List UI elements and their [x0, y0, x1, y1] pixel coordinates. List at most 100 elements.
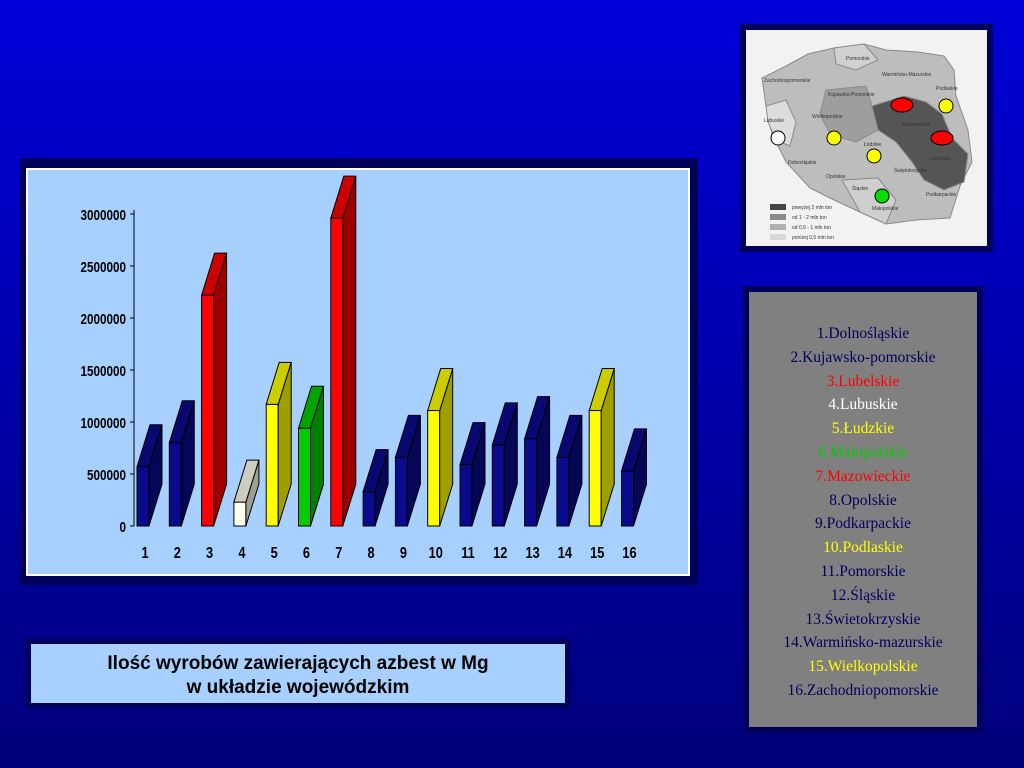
y-tick-label: 0 — [119, 519, 126, 536]
map-region-light-north — [833, 43, 879, 71]
bar — [394, 414, 422, 527]
y-tick-label: 2000000 — [80, 311, 126, 328]
x-tick-label: 15 — [590, 545, 604, 563]
x-tick-label: 9 — [400, 545, 407, 563]
map-marker-yellow — [866, 148, 882, 164]
map-legend-swatch — [770, 214, 786, 220]
y-tick-label: 1500000 — [80, 363, 126, 380]
x-tick-label: 16 — [622, 545, 636, 563]
map-label: Opolskie — [826, 174, 846, 180]
map-label: Świętokrzyskie — [894, 166, 927, 174]
bar — [136, 424, 163, 527]
bar — [427, 368, 454, 527]
x-tick-label: 3 — [206, 545, 213, 563]
map-region-light-west — [765, 99, 797, 147]
map-label: Lubuskie — [764, 118, 784, 124]
legend-panel: 1.Dolnośląskie 2.Kujawsko-pomorskie 3.Lube… — [743, 286, 983, 733]
map-label: Lubelskie — [930, 156, 951, 162]
map-legend-swatch — [770, 204, 786, 210]
legend-box: 1.Dolnośląskie 2.Kujawsko-pomorskie 3.Lube… — [749, 292, 977, 727]
chart-area: 0 500000 1000000 1500000 2000000 2500000 30000… — [26, 168, 690, 576]
legend-item: 3.Lubelskie — [826, 372, 900, 390]
bar — [491, 402, 518, 527]
x-tick-label: 8 — [368, 545, 375, 563]
map-marker-white — [770, 130, 786, 146]
legend-item: 2.Kujawsko-pomorskie — [790, 348, 936, 366]
map-label: Łódzkie — [864, 142, 881, 148]
x-tick-label: 5 — [271, 545, 278, 563]
caption-line-2: w układzie wojewódzkim — [186, 677, 410, 698]
x-tick-label: 2 — [174, 545, 181, 563]
map-label: Małopolskie — [872, 206, 899, 212]
legend-item: 11.Pomorskie — [820, 562, 906, 580]
map-legend-swatch — [770, 224, 786, 230]
map-legend-swatch — [770, 234, 786, 240]
bar — [233, 459, 260, 527]
legend-item: 5.Łudzkie — [831, 420, 895, 438]
poland-map: Pomorskie Warmińsko-Mazurskie Zachodniop… — [746, 30, 987, 246]
legend-item: 6.Małopolskie — [818, 443, 908, 461]
map-marker-yellow — [938, 98, 954, 114]
legend-item: 13.Świetokrzyskie — [805, 610, 921, 628]
legend-item: 16.Zachodniopomorskie — [787, 681, 939, 699]
voivodeship-list: 1.Dolnośląskie 2.Kujawsko-pomorskie 3.Lube… — [749, 322, 977, 703]
x-tick-label: 7 — [335, 545, 342, 563]
caption-box: Ilość wyrobów zawierających azbest w Mg … — [31, 644, 565, 703]
y-tick-label: 500000 — [87, 467, 126, 484]
y-tick-label: 2500000 — [80, 259, 126, 276]
map-label: Śląskie — [852, 184, 868, 192]
bar-chart: 0 500000 1000000 1500000 2000000 2500000 30000… — [80, 175, 648, 563]
map-legend-label: od 1 - 2 mln ton — [792, 215, 827, 221]
map-label: Pomorskie — [846, 56, 870, 62]
bar — [523, 396, 551, 527]
x-tick-label: 6 — [303, 545, 310, 563]
bar — [588, 368, 615, 527]
x-tick-label: 12 — [493, 545, 507, 563]
bar — [330, 175, 357, 527]
bar — [168, 400, 195, 527]
y-tick-label: 3000000 — [80, 207, 126, 224]
x-tick-label: 14 — [558, 545, 572, 563]
map-label: Warmińsko-Mazurskie — [882, 72, 931, 78]
legend-item: 10.Podlaskie — [823, 539, 903, 557]
x-tick-label: 13 — [525, 545, 539, 563]
map-marker-red — [890, 97, 914, 113]
x-tick-label: 10 — [429, 545, 443, 563]
legend-item: 14.Warmińsko-mazurskie — [783, 634, 943, 652]
map-label: Podlaskie — [936, 86, 958, 92]
legend-item: 4.Lubuskie — [828, 396, 898, 414]
map-label: Wielkopolskie — [812, 114, 843, 120]
map-region-mid — [819, 85, 879, 143]
map-legend-label: poniżej 0,5 mln ton — [792, 235, 834, 241]
bar — [200, 252, 228, 527]
map-region-dark — [871, 95, 969, 191]
map-legend-label: od 0,5 - 1 mln ton — [792, 225, 831, 231]
chart-panel: 0 500000 1000000 1500000 2000000 2500000 30000… — [20, 158, 698, 585]
bar — [556, 414, 583, 527]
x-tick-label: 11 — [461, 545, 475, 563]
map-label: Mazowieckie — [902, 122, 931, 128]
bar — [459, 422, 486, 527]
map-label: Podkarpackie — [926, 192, 957, 198]
caption-panel: Ilość wyrobów zawierających azbest w Mg … — [26, 639, 570, 708]
bar — [620, 428, 648, 527]
caption-line-1: Ilość wyrobów zawierających azbest w Mg — [107, 653, 489, 674]
legend-item: 8.Opolskie — [829, 491, 897, 509]
map-marker-red — [930, 130, 954, 146]
y-tick-label: 1000000 — [80, 415, 126, 432]
map-label: Kujawsko-Pomorskie — [828, 92, 875, 98]
map-label: Zachodniopomorskie — [764, 78, 811, 84]
map-marker-green — [874, 188, 890, 204]
bar — [265, 361, 292, 527]
legend-item: 9.Podkarpackie — [815, 515, 911, 533]
legend-item: 12.Śląskie — [830, 586, 896, 604]
legend-item: 15.Wielkopolskie — [808, 658, 918, 676]
map-panel: Pomorskie Warmińsko-Mazurskie Zachodniop… — [740, 24, 993, 252]
bar — [362, 449, 389, 527]
legend-item: 7.Mazowieckie — [815, 467, 911, 485]
map-label: Dolnośląskie — [788, 160, 817, 166]
legend-item: 1.Dolnośląskie — [816, 325, 910, 342]
x-tick-label: 4 — [238, 545, 245, 563]
bar — [297, 385, 325, 527]
map-legend-label: powyżej 2 mln ton — [792, 205, 832, 211]
